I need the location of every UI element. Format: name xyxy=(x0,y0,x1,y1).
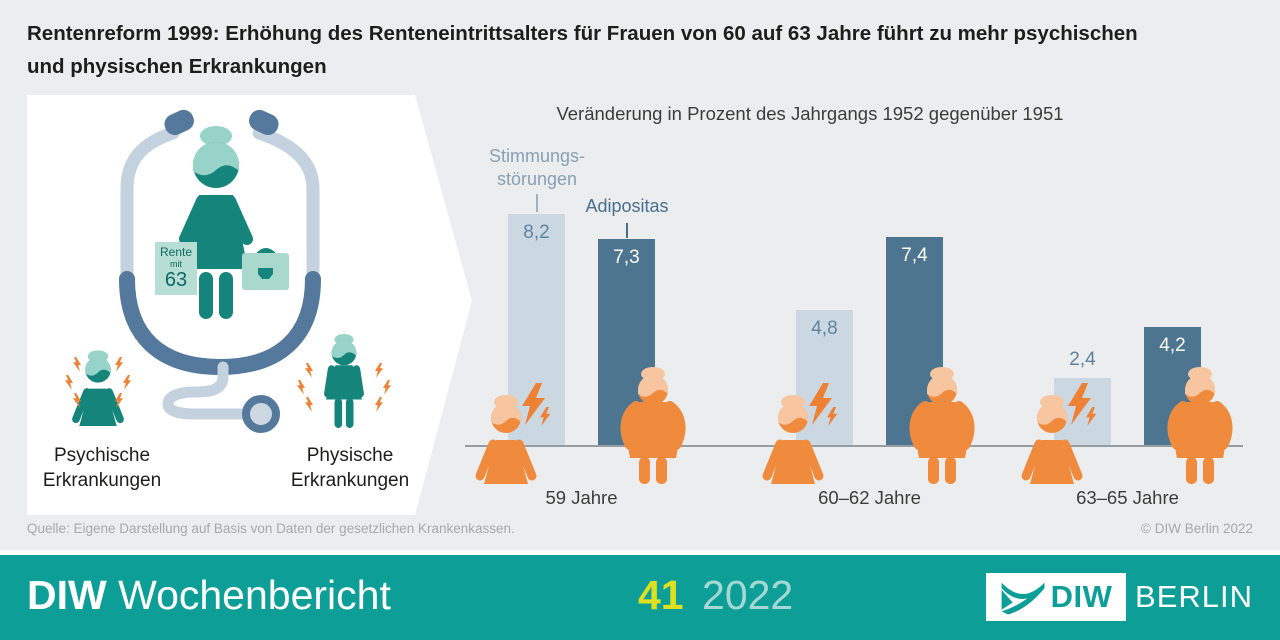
value-adipositas-group2: 7,4 xyxy=(901,245,928,266)
logo-text-diw: DIW xyxy=(1050,579,1113,614)
bar-stimmungsstoerungen-group1 xyxy=(508,214,565,446)
footer-bar: DIW Wochenbericht 41 2022 DIW BERLIN xyxy=(0,555,1280,640)
publication-title: DIW Wochenbericht xyxy=(27,572,391,619)
brand-diw: DIW xyxy=(27,572,107,618)
psychisch-woman-icon xyxy=(76,350,120,426)
logo-text-berlin: BERLIN xyxy=(1135,579,1253,614)
issue-year: 2022 xyxy=(702,572,794,618)
illustration-panel: Rente mit 63 Psychische Erkrankungen Phy… xyxy=(27,95,472,515)
sign-text-rente: Rente xyxy=(159,245,193,259)
legend-connector-light xyxy=(536,194,538,212)
headline: Rentenreform 1999: Erhöhung des Rentenei… xyxy=(27,17,1257,83)
bar-adipositas-group2 xyxy=(886,237,943,446)
label-psychische-erkrankungen: Psychische Erkrankungen xyxy=(42,445,162,491)
legend-connector-dark xyxy=(626,223,628,238)
bar-adipositas-group1 xyxy=(598,239,655,446)
x-axis-line xyxy=(465,445,1243,447)
headline-line2: und physischen Erkrankungen xyxy=(27,55,327,78)
headline-line1: Rentenreform 1999: Erhöhung des Rentenei… xyxy=(27,22,1138,45)
footer-separator xyxy=(0,550,1280,555)
category-label-group2: 60–62 Jahre xyxy=(818,487,921,508)
copyright-note: © DIW Berlin 2022 xyxy=(1141,521,1253,536)
sign-text-mit: mit xyxy=(170,259,182,269)
bar-stimmungsstoerungen-group3 xyxy=(1054,378,1111,446)
issue-info: 41 2022 xyxy=(638,572,793,619)
category-label-group3: 63–65 Jahre xyxy=(1076,487,1179,508)
diw-logo-box: DIW xyxy=(986,573,1127,621)
value-adipositas-group3: 4,2 xyxy=(1159,335,1186,356)
stethoscope-icon xyxy=(119,109,321,433)
diw-swoosh-icon xyxy=(1001,582,1045,615)
value-stimmungsstoerungen-group2: 4,8 xyxy=(811,318,838,339)
diw-berlin-logo: DIW BERLIN xyxy=(986,573,1253,621)
legend-adipositas: Adipositas xyxy=(585,196,669,216)
legend-stimmungsstoerungen: Stimmungs- störungen xyxy=(488,146,586,189)
sign-text-63: 63 xyxy=(164,269,188,291)
brand-wochenbericht: Wochenbericht xyxy=(118,572,391,618)
source-note: Quelle: Eigene Darstellung auf Basis von… xyxy=(27,521,515,536)
rente-mit-63-sign: Rente mit 63 xyxy=(155,242,197,295)
physisch-woman-icon xyxy=(326,334,362,428)
chart-subtitle: Veränderung in Prozent des Jahrgangs 195… xyxy=(556,103,1064,124)
label-physische-erkrankungen: Physische Erkrankungen xyxy=(290,445,410,491)
issue-number: 41 xyxy=(638,572,684,618)
briefcase-icon xyxy=(242,248,289,290)
value-stimmungsstoerungen-group3: 2,4 xyxy=(1069,349,1096,370)
category-label-group1: 59 Jahre xyxy=(545,487,618,508)
value-stimmungsstoerungen-group1: 8,2 xyxy=(523,222,550,243)
value-adipositas-group1: 7,3 xyxy=(613,247,640,268)
